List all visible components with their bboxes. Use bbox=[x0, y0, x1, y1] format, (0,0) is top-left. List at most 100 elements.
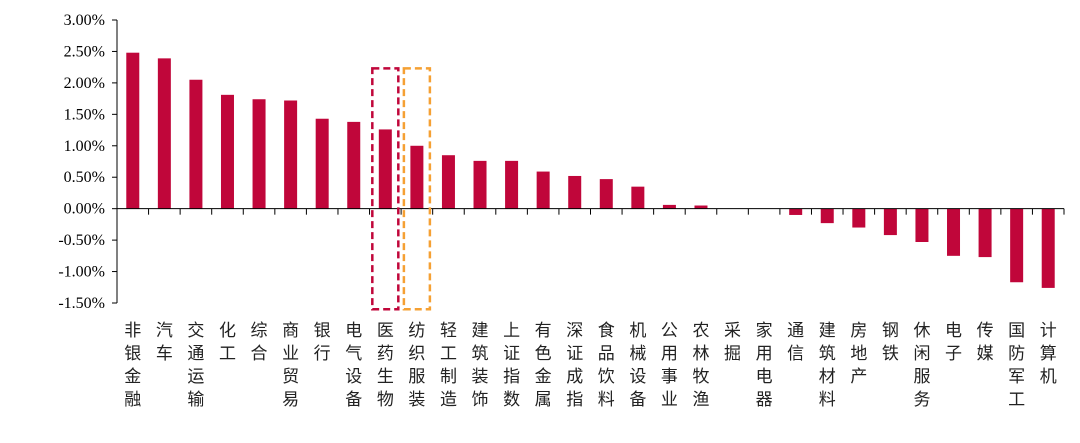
x-category-char: 工 bbox=[440, 344, 457, 364]
bar bbox=[189, 79, 203, 209]
highlight-box bbox=[402, 67, 432, 311]
x-category-char: 轻 bbox=[440, 321, 457, 341]
x-category-char: 事 bbox=[661, 367, 678, 387]
x-category-char: 房 bbox=[850, 321, 867, 341]
x-category-char: 设 bbox=[629, 367, 646, 387]
highlight-box bbox=[371, 67, 400, 311]
x-category-char: 工 bbox=[1008, 390, 1025, 410]
bar bbox=[252, 99, 266, 209]
bar bbox=[473, 160, 487, 209]
x-category-label: 钢铁 bbox=[882, 321, 899, 364]
x-category-char: 建 bbox=[472, 321, 489, 341]
x-category-char: 服 bbox=[913, 367, 930, 387]
x-category-label: 房地产 bbox=[850, 321, 867, 387]
x-category-char: 成 bbox=[566, 367, 583, 387]
y-tick-label: -1.50% bbox=[58, 295, 105, 312]
bar bbox=[852, 208, 866, 228]
x-category-char: 通 bbox=[787, 321, 804, 341]
x-category-char: 产 bbox=[850, 367, 867, 387]
x-category-char: 用 bbox=[661, 344, 678, 364]
bar bbox=[315, 118, 329, 209]
x-category-char: 食 bbox=[598, 321, 615, 341]
x-category-char: 证 bbox=[503, 344, 520, 364]
x-category-char: 建 bbox=[819, 321, 836, 341]
x-category-char: 牧 bbox=[692, 367, 709, 387]
bar bbox=[947, 208, 961, 256]
y-tick-label: 1.00% bbox=[64, 138, 105, 155]
x-category-char: 国 bbox=[1008, 321, 1025, 341]
x-category-char: 机 bbox=[1040, 367, 1057, 387]
x-category-char: 合 bbox=[251, 344, 268, 364]
x-category-char: 气 bbox=[345, 344, 362, 364]
x-category-char: 非 bbox=[124, 321, 141, 341]
x-category-char: 料 bbox=[598, 390, 615, 410]
x-category-char: 采 bbox=[724, 321, 741, 341]
bar bbox=[410, 145, 424, 209]
x-category-char: 色 bbox=[535, 344, 552, 364]
bar bbox=[883, 208, 897, 236]
y-tick-label: 1.50% bbox=[64, 106, 105, 123]
x-category-char: 有 bbox=[535, 321, 552, 341]
x-category-char: 输 bbox=[187, 390, 204, 410]
bar bbox=[599, 179, 613, 209]
bar bbox=[1041, 208, 1055, 288]
x-category-char: 铁 bbox=[882, 344, 899, 364]
x-category-char: 纺 bbox=[408, 321, 425, 341]
x-category-char: 备 bbox=[345, 390, 362, 410]
x-category-char: 指 bbox=[503, 367, 520, 387]
x-category-char: 服 bbox=[408, 367, 425, 387]
y-tick-label: -1.00% bbox=[58, 264, 105, 281]
x-category-char: 品 bbox=[598, 344, 615, 364]
bar bbox=[505, 160, 519, 209]
x-category-char: 筑 bbox=[472, 344, 489, 364]
x-category-char: 传 bbox=[977, 321, 994, 341]
y-tick-label: 2.00% bbox=[64, 75, 105, 92]
x-category-char: 数 bbox=[503, 390, 520, 410]
x-category-char: 材 bbox=[819, 367, 836, 387]
x-category-char: 电 bbox=[756, 367, 773, 387]
x-category-char: 地 bbox=[850, 344, 867, 364]
x-category-char: 车 bbox=[156, 344, 173, 364]
x-category-char: 业 bbox=[661, 390, 678, 410]
bar bbox=[441, 155, 455, 209]
x-category-char: 属 bbox=[535, 390, 552, 410]
x-category-char: 用 bbox=[756, 344, 773, 364]
x-category-char: 医 bbox=[377, 321, 394, 341]
y-axis: 3.00% 2.50% 2.00% 1.50% 1.00% 0.50% 0.00% -0.50… bbox=[58, 12, 118, 312]
x-category-char: 综 bbox=[251, 321, 268, 341]
x-category-char: 饰 bbox=[472, 390, 489, 410]
x-category-char: 易 bbox=[282, 390, 299, 410]
x-category-char: 商 bbox=[282, 321, 299, 341]
x-category-char: 筑 bbox=[819, 344, 836, 364]
x-category-char: 装 bbox=[408, 390, 425, 410]
x-category-char: 设 bbox=[345, 367, 362, 387]
x-category-label: 综合 bbox=[251, 321, 268, 364]
bar bbox=[284, 100, 298, 209]
x-category-label: 银行 bbox=[314, 321, 331, 364]
x-category-char: 渔 bbox=[692, 390, 709, 410]
x-category-char: 饮 bbox=[598, 367, 615, 387]
x-category-char: 运 bbox=[187, 367, 204, 387]
y-tick-label: 2.50% bbox=[64, 43, 105, 60]
x-category-label: 电子 bbox=[945, 321, 962, 364]
x-category-char: 掘 bbox=[724, 344, 741, 364]
x-category-char: 料 bbox=[819, 390, 836, 410]
bar bbox=[631, 186, 645, 209]
x-category-char: 证 bbox=[566, 344, 583, 364]
x-category-char: 银 bbox=[124, 344, 141, 364]
bar bbox=[694, 205, 708, 209]
x-category-char: 行 bbox=[314, 344, 331, 364]
